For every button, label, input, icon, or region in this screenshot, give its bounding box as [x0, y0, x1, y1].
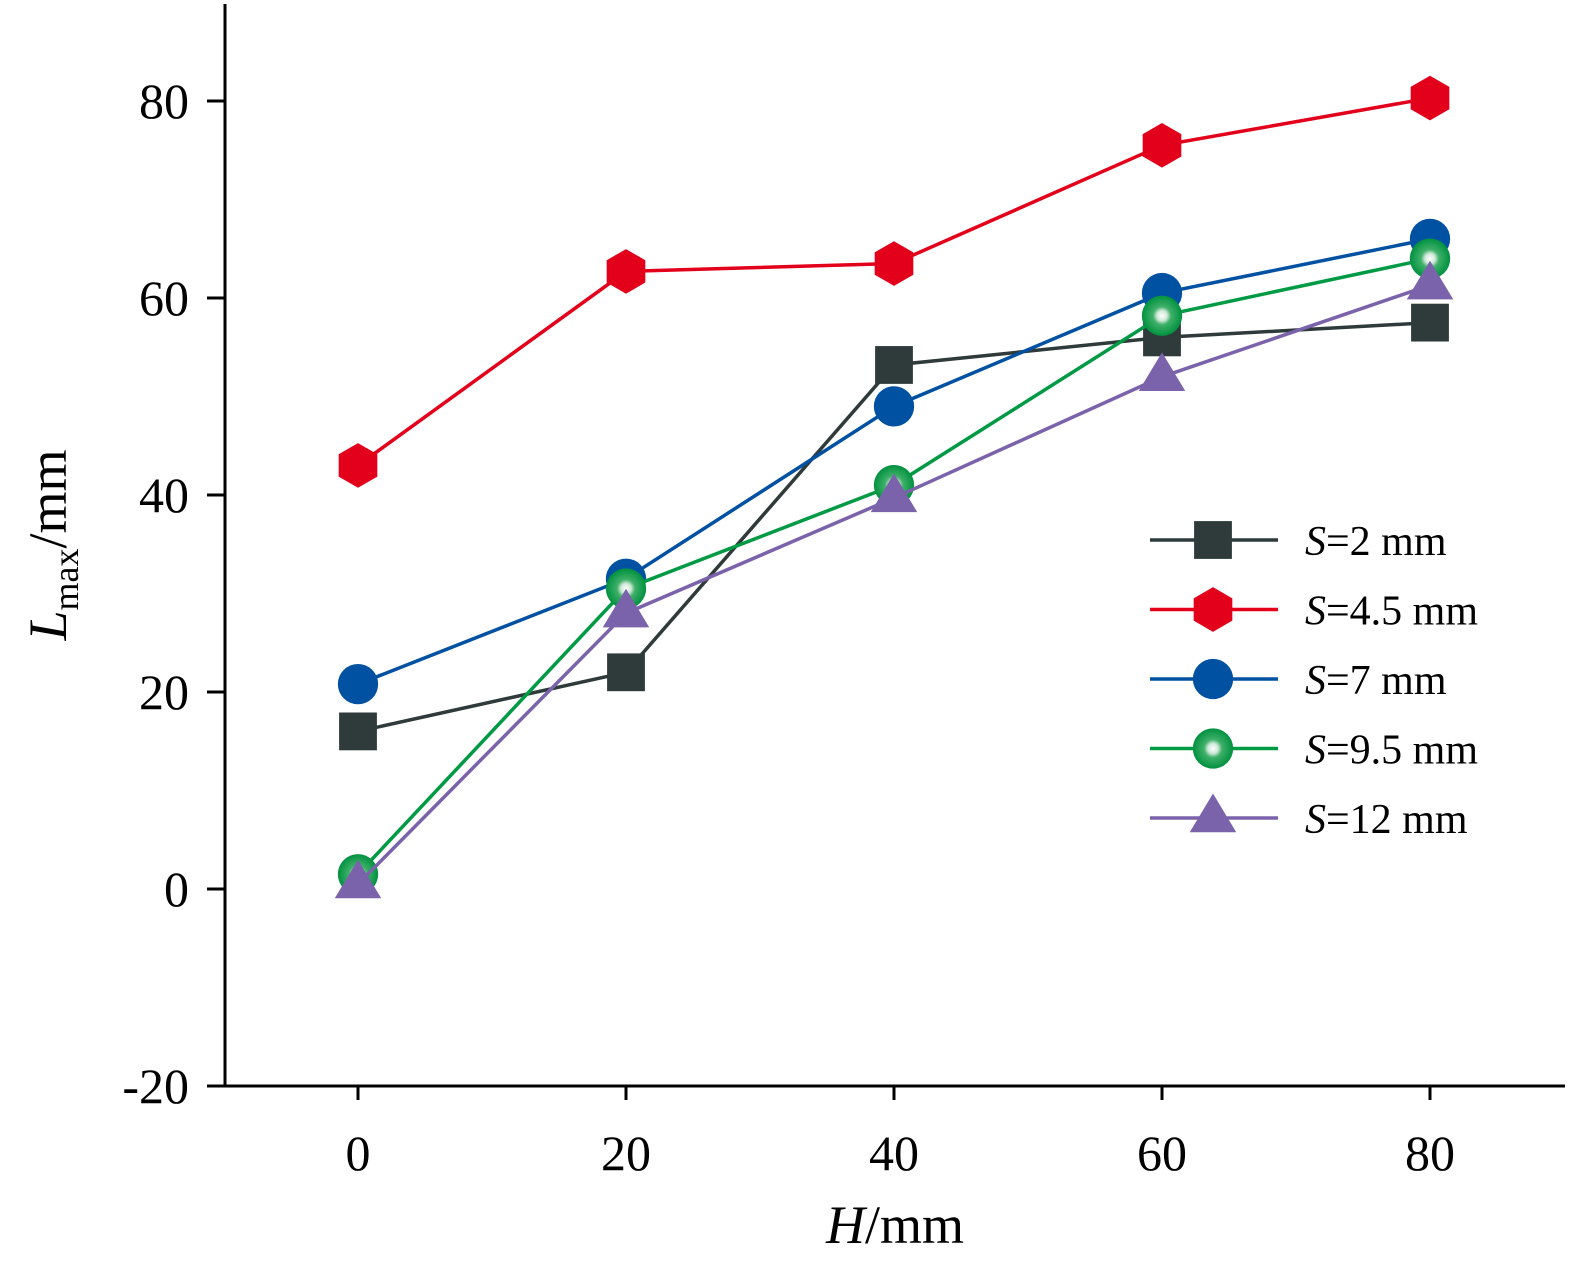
data-point	[337, 663, 379, 705]
legend-marker	[1192, 728, 1234, 769]
x-tick-label: 0	[346, 1125, 371, 1181]
legend-marker	[1193, 587, 1233, 632]
legend-marker	[1192, 658, 1234, 700]
legend-item: S=7 mm	[1150, 658, 1447, 704]
data-point	[339, 712, 377, 751]
data-point	[874, 241, 914, 286]
legend-marker	[1194, 521, 1232, 559]
axes: 0 20 40 60 80 -20 0 20 40 60 80	[122, 4, 1565, 1181]
series-line	[357, 320, 1431, 734]
x-tick-label: 80	[1405, 1125, 1455, 1181]
legend-label: S=4.5 mm	[1305, 589, 1478, 635]
y-tick-label: 80	[139, 73, 189, 129]
data-point	[870, 473, 918, 513]
legend-item: S=12 mm	[1150, 793, 1468, 843]
data-point	[873, 386, 915, 427]
data-point	[875, 346, 913, 384]
x-tick-label: 40	[869, 1125, 919, 1181]
legend-item: S=4.5 mm	[1150, 587, 1478, 635]
series-1	[338, 75, 1450, 488]
axis-titles: H/mm Lmax/mm	[18, 449, 964, 1255]
y-tick-label: -20	[122, 1058, 189, 1114]
y-tick-label: 40	[139, 467, 189, 523]
data-point	[1409, 238, 1451, 279]
data-point	[605, 568, 647, 609]
legend-label: S=12 mm	[1305, 797, 1468, 843]
legend-item: S=9.5 mm	[1150, 728, 1478, 774]
y-tick-label: 60	[139, 270, 189, 326]
y-axis-title: Lmax/mm	[18, 449, 86, 641]
data-point	[1406, 260, 1454, 300]
x-tick-label: 20	[601, 1125, 651, 1181]
data-point	[1141, 295, 1183, 336]
series-layer	[334, 75, 1454, 899]
data-point	[334, 859, 382, 899]
legend-item: S=2 mm	[1150, 519, 1447, 565]
x-tick-label: 60	[1137, 1125, 1187, 1181]
y-tick-label: 20	[139, 664, 189, 720]
svg-text:Lmax/mm: Lmax/mm	[18, 449, 86, 641]
series-line	[357, 237, 1431, 686]
legend: S=2 mm S=4.5 mm S=7 mm S=9.5 mm S=12 mm	[1150, 519, 1478, 843]
data-point	[338, 443, 378, 488]
data-point	[1142, 123, 1182, 168]
x-axis-title: H/mm	[825, 1195, 964, 1255]
legend-marker	[1189, 793, 1237, 833]
y-tick-label: 0	[164, 861, 189, 917]
legend-label: S=2 mm	[1305, 519, 1447, 565]
data-point	[606, 249, 646, 294]
series-4	[334, 260, 1454, 899]
data-point	[1410, 75, 1450, 121]
series-0	[339, 303, 1449, 751]
legend-label: S=7 mm	[1305, 658, 1447, 704]
data-point	[607, 653, 645, 692]
data-point	[602, 588, 650, 628]
data-point	[1411, 303, 1449, 342]
legend-label: S=9.5 mm	[1305, 728, 1478, 774]
data-point	[1138, 352, 1186, 391]
